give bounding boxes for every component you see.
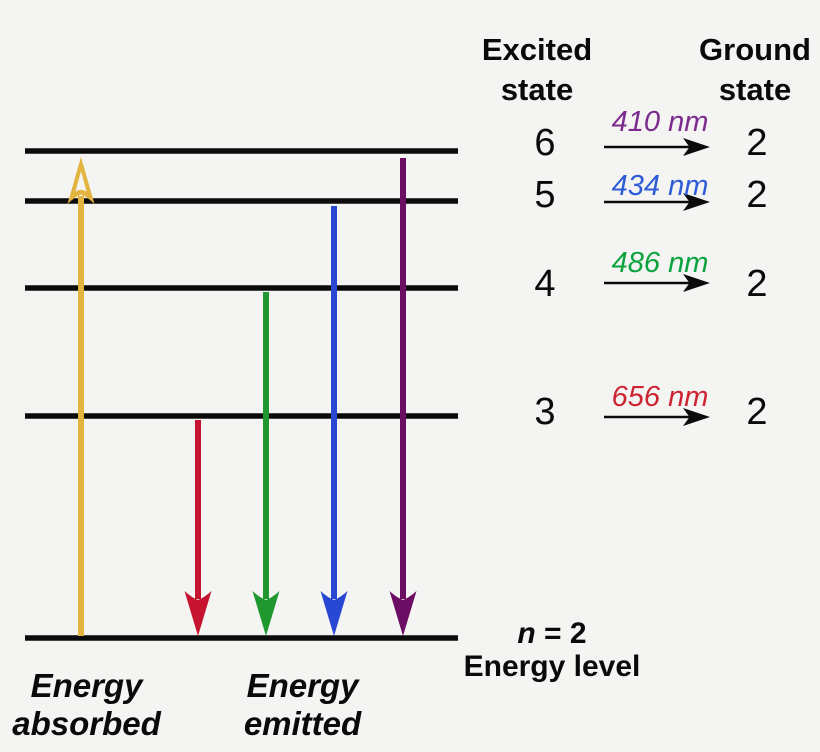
- right-arrowhead-icon: [683, 193, 710, 211]
- excited-level-3: 3: [534, 391, 556, 433]
- transition-arrow-row-3: [604, 408, 710, 426]
- ground-level-row4: 2: [746, 263, 768, 305]
- emission-arrow-410: [389, 158, 417, 636]
- ground-level-row6: 2: [746, 122, 768, 164]
- n-equals-2-label: n = 2: [482, 617, 622, 651]
- wavelength-label-486nm: 486 nm: [611, 247, 709, 279]
- energy-level-lines: [25, 148, 458, 641]
- energy-emitted-line2: emitted: [243, 705, 362, 742]
- emission-arrow-656: [184, 420, 212, 636]
- energy-level-label: Energy level: [463, 650, 641, 683]
- ground-state-header-line1: Ground: [699, 32, 811, 67]
- energy-emitted-label: Energy emitted: [220, 667, 385, 743]
- transition-arrow-row-6: [604, 138, 710, 156]
- wavelength-label-410nm: 410 nm: [611, 106, 709, 138]
- wavelength-label-434nm: 434 nm: [611, 170, 709, 202]
- ground-state-header: Ground state: [680, 30, 820, 110]
- energy-emitted-line1: Energy: [246, 667, 359, 704]
- emission-arrowhead-down-icon: [184, 591, 212, 636]
- n-symbol: n: [517, 617, 536, 650]
- energy-absorbed-label: Energy absorbed: [4, 667, 169, 743]
- emission-arrow-486: [252, 292, 280, 636]
- emission-arrowhead-down-icon: [389, 591, 417, 636]
- absorption-arrowhead-counter: [75, 171, 87, 192]
- excited-level-4: 4: [534, 263, 556, 305]
- energy-absorbed-line1: Energy: [30, 667, 143, 704]
- emission-arrowhead-down-icon: [252, 591, 280, 636]
- transition-arrow-row-4: [604, 274, 710, 292]
- excited-level-5: 5: [534, 174, 556, 216]
- wavelength-label-656nm: 656 nm: [611, 381, 709, 413]
- emission-arrowhead-down-icon: [320, 591, 348, 636]
- excited-state-header: Excited state: [462, 30, 612, 110]
- transition-arrow-row-5: [604, 193, 710, 211]
- right-arrowhead-icon: [683, 138, 710, 156]
- right-arrowhead-icon: [683, 408, 710, 426]
- energy-absorbed-line2: absorbed: [12, 705, 161, 742]
- ground-state-header-line2: state: [718, 72, 792, 107]
- absorption-arrow: [67, 157, 95, 636]
- right-arrowhead-icon: [683, 274, 710, 292]
- emission-arrow-434: [320, 206, 348, 636]
- excited-state-header-line2: state: [500, 72, 574, 107]
- excited-state-header-line1: Excited: [481, 32, 593, 67]
- excited-level-6: 6: [534, 122, 556, 164]
- n-value: = 2: [535, 617, 587, 650]
- ground-level-row3: 2: [746, 391, 768, 433]
- ground-level-row5: 2: [746, 174, 768, 216]
